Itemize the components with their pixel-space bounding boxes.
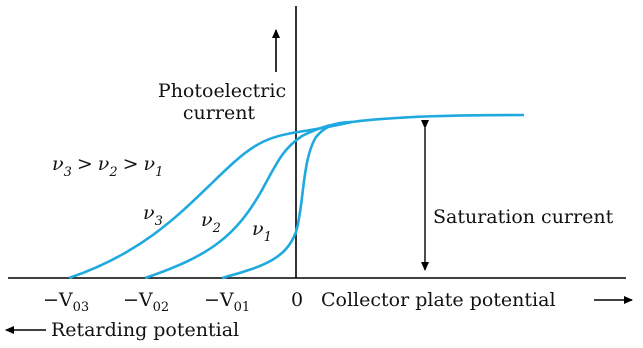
origin-label: 0 <box>291 289 303 311</box>
tick-v02: −V02 <box>123 289 169 315</box>
saturation-label: Saturation current <box>433 206 614 228</box>
curve-label-nu3: ν3 <box>143 202 163 229</box>
retarding-label: Retarding potential <box>51 319 239 341</box>
tick-v03: −V03 <box>43 289 89 315</box>
curve-label-nu1: ν1 <box>252 218 272 245</box>
x-axis-label: Collector plate potential <box>321 289 556 311</box>
curve-label-nu2: ν2 <box>201 209 221 236</box>
curve-nu1 <box>221 120 353 280</box>
curve-nu2 <box>144 120 353 280</box>
curve-nu3 <box>68 113 525 280</box>
y-axis-label-line2: current <box>183 102 256 124</box>
frequency-relation: ν3 > ν2 > ν1 <box>52 153 163 180</box>
tick-v01: −V01 <box>204 289 250 315</box>
y-axis-label-line1: Photoelectric <box>158 80 286 102</box>
